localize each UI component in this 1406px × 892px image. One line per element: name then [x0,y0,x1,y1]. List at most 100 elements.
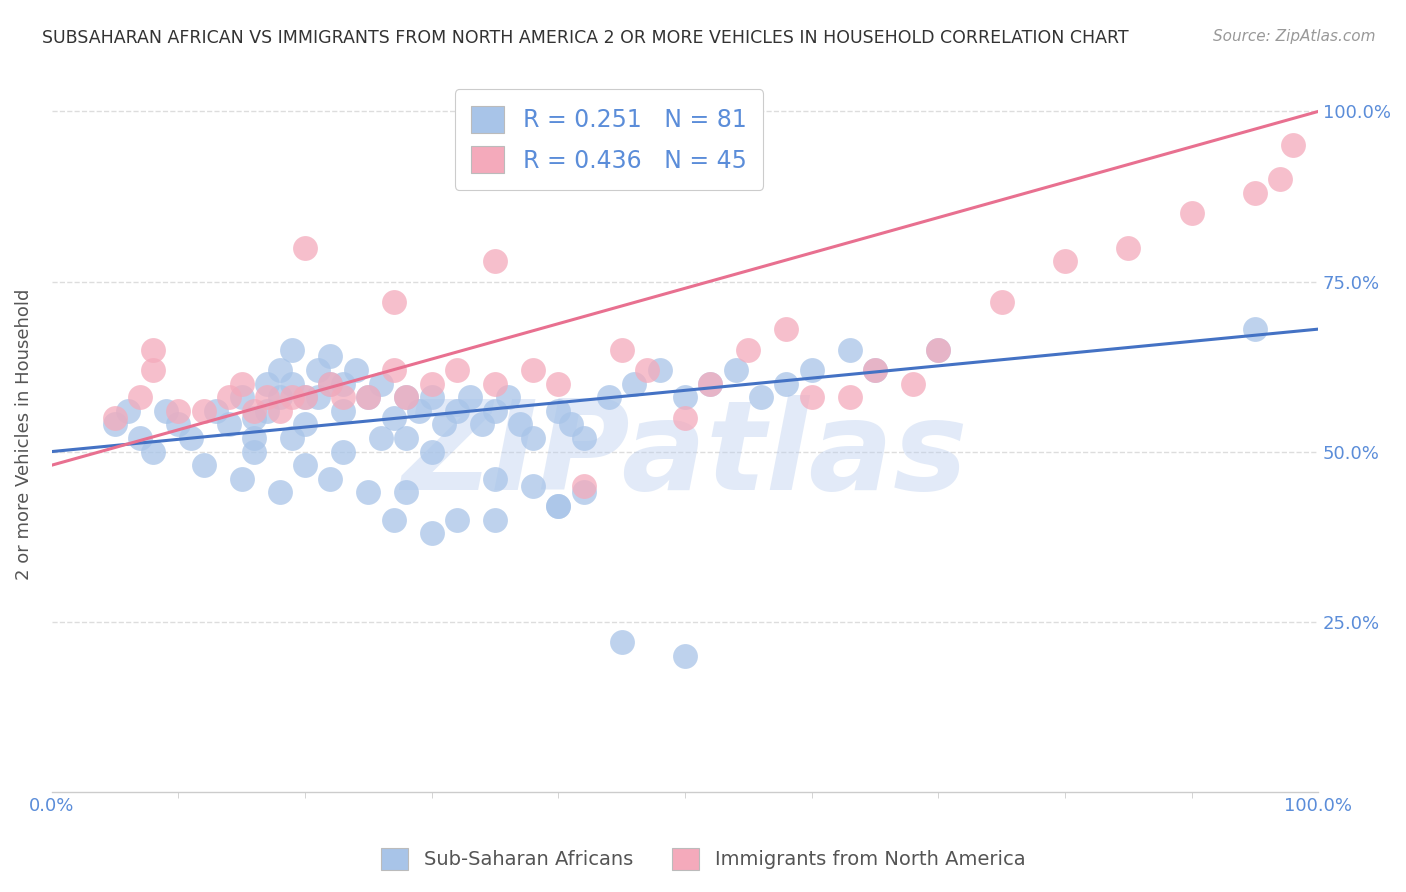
Point [281,343,304,357]
Point [382,363,405,377]
Point [927,343,949,357]
Point [547,499,569,513]
Point [420,444,443,458]
Point [420,390,443,404]
Point [193,458,215,473]
Point [269,390,291,404]
Point [243,410,266,425]
Point [1243,322,1265,336]
Point [927,343,949,357]
Point [370,431,392,445]
Point [572,431,595,445]
Point [395,485,418,500]
Point [484,403,506,417]
Point [294,240,316,254]
Point [446,363,468,377]
Point [572,485,595,500]
Point [167,403,190,417]
Point [370,376,392,391]
Point [1053,254,1076,268]
Point [104,410,127,425]
Point [382,294,405,309]
Point [838,390,860,404]
Point [1281,138,1303,153]
Point [547,403,569,417]
Point [205,403,228,417]
Point [484,472,506,486]
Point [420,526,443,541]
Point [281,376,304,391]
Point [699,376,721,391]
Point [294,390,316,404]
Point [218,390,240,404]
Point [458,390,481,404]
Point [281,390,304,404]
Point [863,363,886,377]
Point [749,390,772,404]
Point [446,513,468,527]
Point [560,417,582,432]
Point [699,376,721,391]
Point [231,376,253,391]
Point [522,363,544,377]
Point [307,390,329,404]
Point [332,403,354,417]
Point [724,363,747,377]
Point [509,417,531,432]
Point [775,376,797,391]
Point [281,431,304,445]
Point [117,403,139,417]
Point [636,363,658,377]
Point [484,513,506,527]
Point [269,485,291,500]
Point [433,417,456,432]
Point [673,390,696,404]
Point [357,485,380,500]
Point [332,390,354,404]
Point [357,390,380,404]
Point [357,390,380,404]
Point [243,431,266,445]
Point [623,376,645,391]
Point [142,363,165,377]
Text: SUBSAHARAN AFRICAN VS IMMIGRANTS FROM NORTH AMERICA 2 OR MORE VEHICLES IN HOUSEH: SUBSAHARAN AFRICAN VS IMMIGRANTS FROM NO… [42,29,1129,46]
Point [167,417,190,432]
Point [446,403,468,417]
Point [294,458,316,473]
Point [142,444,165,458]
Point [256,376,278,391]
Point [395,431,418,445]
Point [484,376,506,391]
Point [269,403,291,417]
Legend: R = 0.251   N = 81, R = 0.436   N = 45: R = 0.251 N = 81, R = 0.436 N = 45 [454,89,763,190]
Point [104,417,127,432]
Point [496,390,519,404]
Point [737,343,759,357]
Point [408,403,430,417]
Point [1268,172,1291,186]
Point [800,390,823,404]
Point [901,376,924,391]
Point [800,363,823,377]
Point [294,390,316,404]
Point [243,403,266,417]
Point [319,376,342,391]
Point [522,478,544,492]
Text: Source: ZipAtlas.com: Source: ZipAtlas.com [1212,29,1375,44]
Point [547,499,569,513]
Point [673,648,696,663]
Point [775,322,797,336]
Point [382,410,405,425]
Point [838,343,860,357]
Point [382,513,405,527]
Point [547,376,569,391]
Point [471,417,494,432]
Point [319,349,342,363]
Point [610,343,633,357]
Point [420,376,443,391]
Point [990,294,1012,309]
Point [332,444,354,458]
Point [332,376,354,391]
Point [269,363,291,377]
Text: ZIPatlas: ZIPatlas [402,395,969,516]
